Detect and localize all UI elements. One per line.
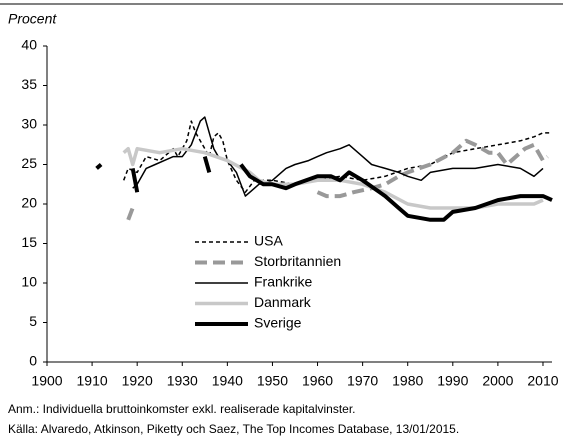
- x-tick-label: 1950: [257, 373, 288, 389]
- y-axis-label: Procent: [8, 11, 57, 27]
- y-tick-label: 35: [21, 76, 37, 92]
- y-tick-label: 25: [21, 155, 37, 171]
- legend-label: Storbritannien: [254, 253, 341, 269]
- x-tick-label: 1970: [347, 373, 378, 389]
- y-tick-label: 10: [21, 274, 37, 290]
- legend-label: Sverige: [254, 315, 302, 331]
- legend-label: Danmark: [254, 294, 312, 310]
- series-line: [95, 156, 553, 222]
- y-tick-label: 40: [21, 37, 37, 53]
- y-tick-label: 0: [29, 353, 37, 369]
- x-tick-label: 1900: [31, 373, 62, 389]
- note: Anm.: Individuella bruttoinkomster exkl.…: [8, 402, 356, 416]
- x-tick-label: 1940: [212, 373, 243, 389]
- x-tick-label: 1990: [437, 373, 468, 389]
- x-tick-label: 1980: [392, 373, 423, 389]
- y-tick-label: 5: [29, 313, 37, 329]
- note: Källa: Alvaredo, Atkinson, Piketty och S…: [8, 422, 459, 436]
- legend-label: USA: [254, 233, 283, 249]
- series-line: [132, 116, 544, 197]
- x-tick-label: 2000: [482, 373, 513, 389]
- x-tick-label: 1910: [77, 373, 108, 389]
- x-tick-label: 1920: [122, 373, 153, 389]
- y-tick-label: 15: [21, 234, 37, 250]
- y-tick-label: 20: [21, 195, 37, 211]
- series-line: [126, 138, 549, 221]
- legend-label: Frankrike: [254, 274, 313, 290]
- x-tick-label: 2010: [527, 373, 558, 389]
- y-tick-label: 30: [21, 116, 37, 132]
- x-tick-label: 1960: [302, 373, 333, 389]
- x-tick-label: 1930: [167, 373, 198, 389]
